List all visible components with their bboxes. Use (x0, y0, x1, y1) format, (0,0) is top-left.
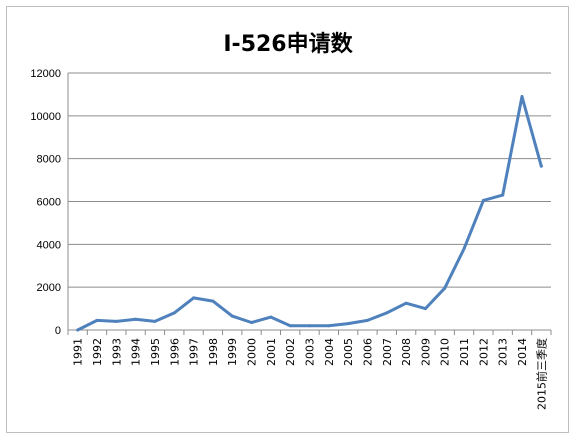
x-tick-label: 2001 (265, 338, 278, 366)
data-point (481, 198, 485, 202)
y-tick-label: 12000 (30, 68, 61, 80)
y-axis-tick-labels: 0 2000 4000 6000 8000 10000 12000 (30, 68, 61, 337)
axes (67, 73, 552, 335)
data-point (114, 319, 118, 323)
x-tick-label: 2015前三季度 (534, 338, 548, 410)
x-tick-label: 1993 (110, 338, 123, 366)
y-tick-label: 6000 (37, 197, 61, 209)
x-tick-label: 2012 (477, 338, 490, 366)
chart-title: I-526申请数 (223, 31, 353, 57)
gridlines (68, 72, 551, 331)
x-tick-label: 2002 (284, 338, 297, 366)
data-point (423, 307, 427, 311)
data-point (365, 318, 369, 322)
x-tick-label: 2004 (323, 338, 336, 366)
data-point (134, 317, 138, 321)
x-tick-label: 1995 (149, 338, 162, 366)
x-tick-label: 1998 (207, 338, 220, 366)
data-point (327, 324, 331, 328)
series-line (76, 95, 543, 332)
data-point (404, 301, 408, 305)
x-tick-label: 2006 (361, 338, 374, 366)
y-tick-label: 8000 (37, 154, 61, 166)
y-tick-label: 4000 (37, 239, 61, 251)
line-chart: I-526申请数 0 2000 4000 6000 8000 10000 12000 199… (30, 31, 552, 410)
x-tick-label: 1991 (72, 338, 85, 366)
x-tick-label: 2003 (304, 338, 317, 366)
data-point (172, 311, 176, 315)
x-tick-label: 1999 (226, 338, 239, 366)
data-point (288, 324, 292, 328)
x-tick-label: 2008 (400, 338, 413, 366)
data-point (539, 164, 543, 168)
data-point (269, 315, 273, 319)
chart-frame: I-526申请数 0 2000 4000 6000 8000 10000 12000 199… (6, 6, 569, 433)
data-point (211, 299, 215, 303)
x-tick-label: 2010 (439, 338, 452, 366)
x-tick-label: 2000 (246, 338, 259, 366)
series-group (76, 95, 543, 332)
data-point (250, 321, 254, 325)
x-tick-label: 2013 (497, 338, 510, 366)
data-point (385, 311, 389, 315)
x-tick-label: 2009 (419, 338, 432, 366)
data-point (153, 319, 157, 323)
data-point (462, 247, 466, 251)
x-axis-tick-labels: 1991 1992 1993 1994 1995 1996 1997 1998 1999 2000… (72, 338, 549, 410)
data-point (501, 193, 505, 197)
data-point (192, 296, 196, 300)
data-point (76, 328, 80, 332)
data-point (346, 322, 350, 326)
y-tick-label: 2000 (37, 282, 61, 294)
x-tick-label: 2007 (381, 338, 394, 366)
x-tick-label: 1997 (188, 338, 201, 366)
y-tick-label: 0 (55, 325, 61, 337)
x-tick-label: 2005 (342, 338, 355, 366)
x-tick-label: 1992 (91, 338, 104, 366)
data-point (308, 324, 311, 328)
data-point (95, 318, 99, 322)
x-tick-label: 2011 (458, 338, 471, 366)
data-point (520, 95, 524, 99)
x-tick-label: 1996 (168, 338, 181, 366)
y-tick-label: 10000 (30, 111, 61, 123)
x-tick-label: 2014 (516, 338, 529, 366)
data-point (443, 286, 447, 290)
data-point (230, 314, 234, 318)
x-tick-label: 1994 (130, 338, 143, 366)
